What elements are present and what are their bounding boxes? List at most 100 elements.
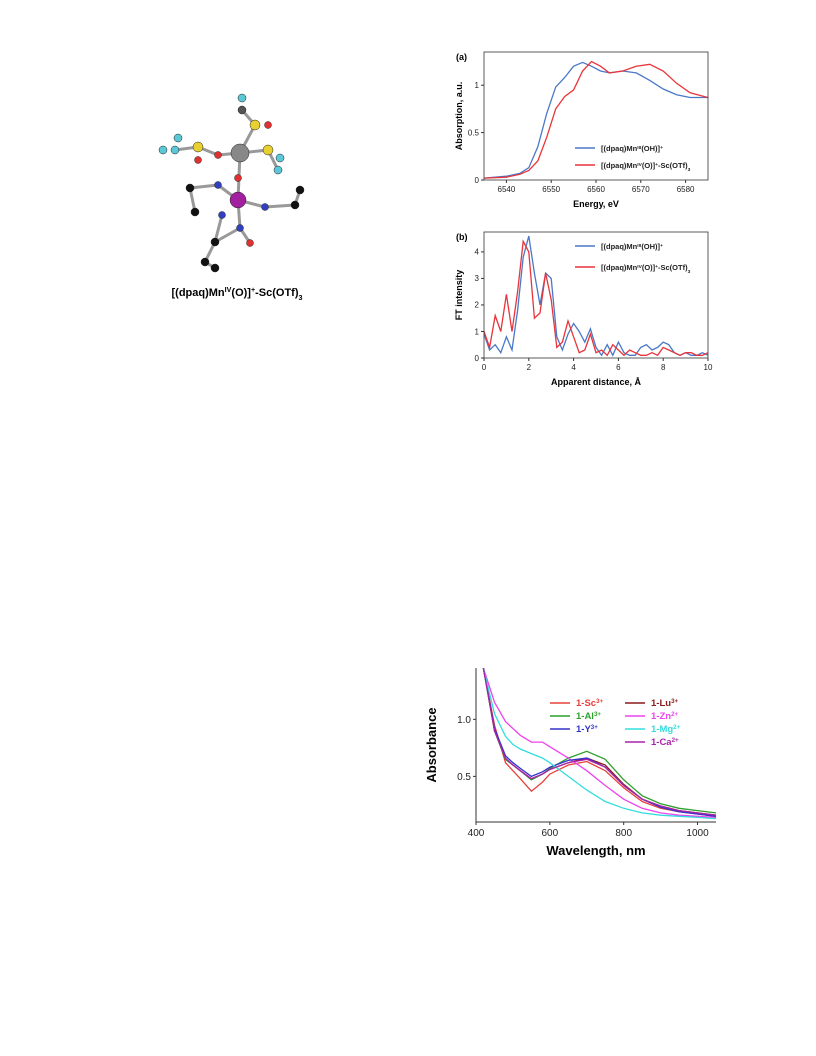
text-part: + [660,146,663,151]
legend-label: 1-Mg2+ [651,724,681,736]
y-tick-label: 0.5 [457,772,471,783]
y-tick-label: 1 [475,81,480,90]
text-part: + [655,265,658,270]
text-part: (O)] [642,161,656,170]
data-line [482,668,716,819]
legend-label: 1-Ca2+ [651,737,679,749]
text-part: (O)] [231,287,251,299]
x-tick-label: 0 [482,363,487,372]
text-part: 3+ [671,698,678,705]
data-line [482,668,716,820]
x-axis-title: Energy, eV [573,199,619,209]
data-line [484,61,708,179]
data-line [484,235,708,357]
x-tick-label: 400 [468,828,485,839]
x-tick-label: 6580 [677,185,695,194]
data-line [484,60,708,179]
x-tick-label: 4 [571,363,576,372]
y-axis-title: FT intensity [454,270,464,321]
y-tick-label: 2 [475,301,480,310]
legend-label: [(dpaq)MnIV(O)]+-Sc(OTf)3 [601,161,691,173]
text-part: IV [225,286,232,294]
legend-label: [(dpaq)MnIII(OH)]+ [601,144,663,153]
x-tick-label: 600 [542,828,559,839]
text-part: 1-Ca [651,737,672,748]
text-part: + [655,163,658,168]
text-part: 1-Sc [576,698,596,709]
y-axis-title: Absorption, a.u. [454,82,464,151]
y-tick-label: 1 [475,327,480,336]
text-part: 3 [688,167,691,173]
legend-label: 1-Al3+ [576,711,601,723]
text-part: [(dpaq)Mn [601,242,638,251]
x-tick-label: 6 [616,363,621,372]
text-part: -Sc(OTf) [658,263,688,272]
y-axis-title: Absorbance [424,707,439,782]
x-tick-label: 6570 [632,185,650,194]
text-part: 2+ [673,724,680,731]
text-part: [(dpaq)Mn [601,144,638,153]
data-line [482,668,716,817]
text-part: 3 [299,294,303,302]
text-part: + [251,286,255,294]
text-part: -Sc(OTf) [255,287,299,299]
plot-frame [483,231,709,359]
x-tick-label: 10 [704,363,713,372]
text-part: 1-Zn [651,711,671,722]
x-tick-label: 6540 [498,185,516,194]
text-part: -Sc(OTf) [658,161,688,170]
data-line [482,668,716,816]
text-part: (OH)] [641,144,660,153]
panel-label: (b) [456,232,468,242]
y-tick-label: 4 [475,248,480,257]
text-part: IV [637,264,642,270]
text-part: 1-Al [576,711,594,722]
molecule-atoms [158,93,305,273]
text-part: 1-Lu [651,698,671,709]
x-tick-label: 800 [615,828,632,839]
text-part: [(dpaq)Mn [172,287,225,299]
y-tick-label: 0 [475,176,480,185]
panel-label: (a) [456,52,467,62]
text-part: III [637,145,642,151]
text-part: (OH)] [641,242,660,251]
text-part: (O)] [642,263,656,272]
legend-label: [(dpaq)MnIV(O)]+-Sc(OTf)3 [601,263,691,275]
data-line [482,668,716,817]
text-part: 3+ [591,724,598,731]
text-part: IV [637,162,642,168]
x-tick-label: 8 [661,363,666,372]
text-part: [(dpaq)Mn [601,263,638,272]
text-part: 1-Y [576,724,591,735]
legend-label: 1-Sc3+ [576,698,604,710]
x-tick-label: 6560 [587,185,605,194]
text-part: + [660,244,663,249]
legend-label: 1-Y3+ [576,724,598,736]
y-tick-label: 0 [475,354,480,363]
data-line [482,668,716,816]
y-tick-label: 3 [475,274,480,283]
legend-label: 1-Zn2+ [651,711,678,723]
text-part: 1-Mg [651,724,673,735]
text-part: [(dpaq)Mn [601,161,638,170]
text-part: 3+ [594,711,601,718]
x-tick-label: 1000 [686,828,709,839]
text-part: 3+ [596,698,603,705]
legend-label: [(dpaq)MnIII(OH)]+ [601,242,663,251]
molecule-caption: [(dpaq)MnIV(O)]+-Sc(OTf)3 [172,286,303,302]
text-part: 2+ [672,737,679,744]
x-axis-title: Wavelength, nm [546,843,645,858]
text-part: 2+ [671,711,678,718]
y-tick-label: 1.0 [457,715,471,726]
x-tick-label: 2 [527,363,532,372]
text-part: 3 [688,269,691,275]
y-tick-label: 0.5 [468,128,480,137]
data-line [484,239,708,357]
legend-label: 1-Lu3+ [651,698,678,710]
x-axis-title: Apparent distance, Å [551,377,642,387]
text-part: III [637,243,642,249]
data-line [482,668,716,814]
x-tick-label: 6550 [542,185,560,194]
